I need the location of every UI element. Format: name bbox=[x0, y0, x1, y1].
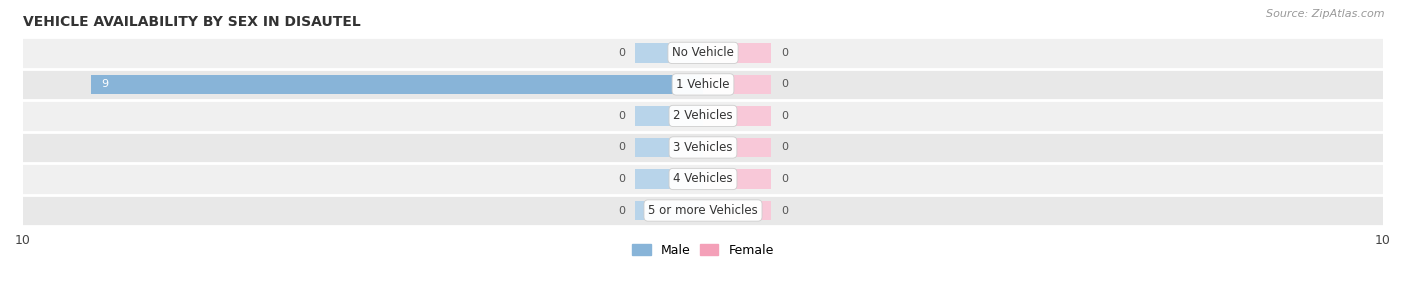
Text: 0: 0 bbox=[782, 174, 789, 184]
Bar bbox=[22, 69, 1384, 100]
Text: 0: 0 bbox=[617, 142, 624, 152]
Bar bbox=[22, 163, 1384, 195]
Bar bbox=[636, 169, 703, 189]
Text: 0: 0 bbox=[782, 142, 789, 152]
Legend: Male, Female: Male, Female bbox=[627, 239, 779, 262]
Bar bbox=[636, 106, 703, 126]
Text: 1 Vehicle: 1 Vehicle bbox=[676, 78, 730, 91]
Text: No Vehicle: No Vehicle bbox=[672, 46, 734, 59]
Text: 10: 10 bbox=[1375, 234, 1391, 247]
Text: VEHICLE AVAILABILITY BY SEX IN DISAUTEL: VEHICLE AVAILABILITY BY SEX IN DISAUTEL bbox=[22, 15, 361, 29]
Bar bbox=[22, 37, 1384, 69]
Text: 0: 0 bbox=[782, 48, 789, 58]
Text: 0: 0 bbox=[782, 111, 789, 121]
Text: 0: 0 bbox=[782, 79, 789, 89]
Text: 2 Vehicles: 2 Vehicles bbox=[673, 109, 733, 122]
Bar bbox=[22, 100, 1384, 132]
Text: 10: 10 bbox=[15, 234, 31, 247]
Bar bbox=[22, 132, 1384, 163]
Text: 3 Vehicles: 3 Vehicles bbox=[673, 141, 733, 154]
Text: 0: 0 bbox=[617, 206, 624, 216]
Bar bbox=[703, 169, 770, 189]
Text: 4 Vehicles: 4 Vehicles bbox=[673, 173, 733, 185]
Bar bbox=[703, 43, 770, 63]
Text: 0: 0 bbox=[782, 206, 789, 216]
Text: 0: 0 bbox=[617, 111, 624, 121]
Bar bbox=[636, 138, 703, 157]
Bar bbox=[91, 75, 703, 94]
Text: 0: 0 bbox=[617, 174, 624, 184]
Bar bbox=[703, 106, 770, 126]
Bar bbox=[703, 138, 770, 157]
Bar bbox=[636, 201, 703, 220]
Bar bbox=[703, 75, 770, 94]
Text: 5 or more Vehicles: 5 or more Vehicles bbox=[648, 204, 758, 217]
Bar bbox=[703, 201, 770, 220]
Bar bbox=[636, 43, 703, 63]
Bar bbox=[22, 195, 1384, 226]
Text: 9: 9 bbox=[101, 79, 108, 89]
Text: 0: 0 bbox=[617, 48, 624, 58]
Text: Source: ZipAtlas.com: Source: ZipAtlas.com bbox=[1267, 9, 1385, 19]
